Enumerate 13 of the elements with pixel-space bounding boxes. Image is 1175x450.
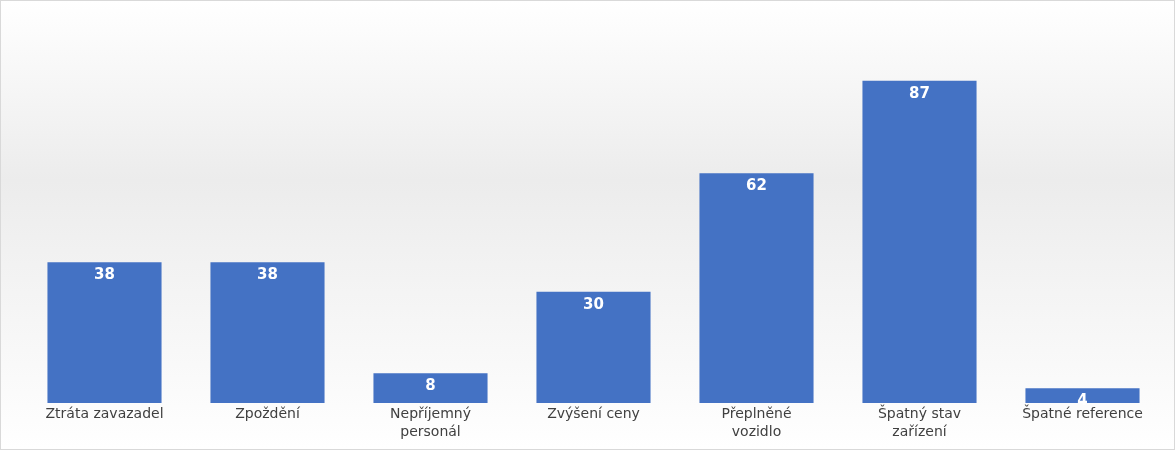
x-tick-label: Ztráta zavazadel	[45, 405, 164, 421]
x-tick-label: Špatný stav zařízení	[877, 404, 962, 440]
data-label: 62	[746, 176, 767, 195]
x-tick-label: Přeplněné vozidlo	[721, 405, 792, 440]
data-label: 30	[583, 294, 604, 313]
x-tick-label: Nepříjemný personál	[390, 405, 471, 440]
data-label: 8	[425, 376, 436, 395]
data-label: 38	[257, 265, 278, 284]
x-tick-label: Zvýšení ceny	[547, 405, 640, 421]
x-tick-label: Špatné reference	[1022, 404, 1143, 421]
data-label: 38	[94, 265, 115, 284]
x-tick-label: Zpoždění	[235, 405, 301, 421]
data-label: 87	[909, 83, 930, 102]
